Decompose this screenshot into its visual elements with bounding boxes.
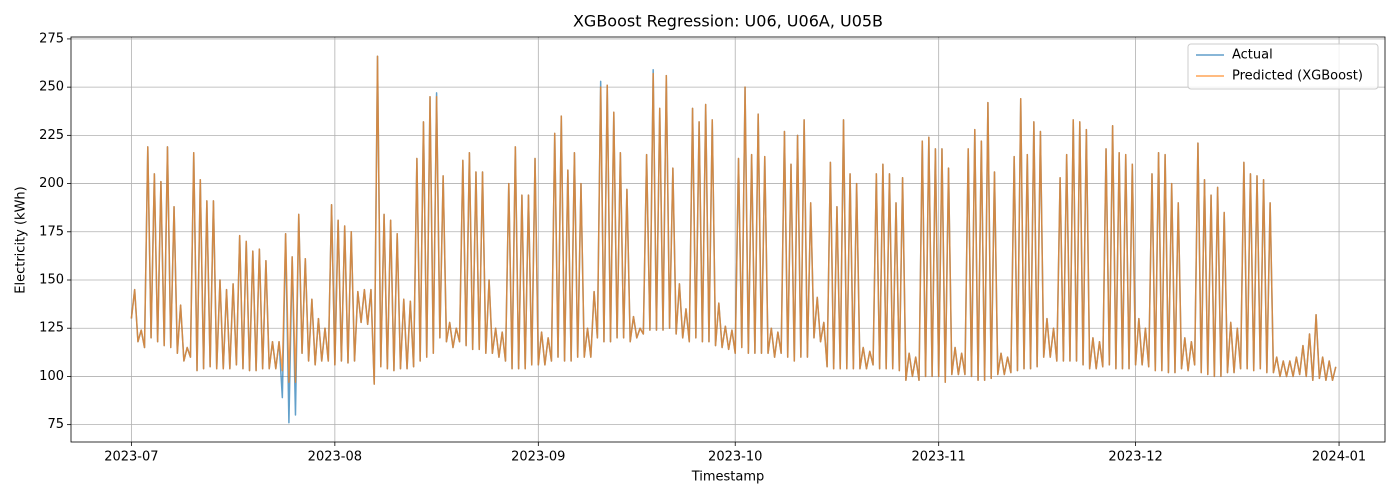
y-axis-label: Electricity (kWh) <box>14 186 29 293</box>
x-tick-label: 2024-01 <box>1312 450 1366 465</box>
chart-title: XGBoost Regression: U06, U06A, U05B <box>573 12 883 31</box>
x-tick-label: 2023-10 <box>708 450 762 465</box>
y-tick-label: 150 <box>39 273 64 288</box>
y-tick-label: 175 <box>39 224 64 239</box>
y-tick-label: 75 <box>47 417 64 432</box>
y-tick-label: 125 <box>39 321 64 336</box>
y-tick-label: 200 <box>39 176 64 191</box>
y-tick-label: 250 <box>39 80 64 95</box>
x-tick-label: 2023-09 <box>511 450 565 465</box>
plot-area <box>130 55 1337 424</box>
x-tick-label: 2023-12 <box>1108 450 1162 465</box>
y-tick-label: 225 <box>39 128 64 143</box>
legend-label: Predicted (XGBoost) <box>1232 69 1363 84</box>
grid: 75 100 125 150 175 200 225 250 275 2023-07 2023-08… <box>39 31 1385 465</box>
x-axis-label: Timestamp <box>691 470 765 485</box>
y-tick-label: 100 <box>39 369 64 384</box>
series-line <box>130 55 1337 385</box>
legend: Actual Predicted (XGBoost) <box>1187 43 1379 90</box>
x-tick-label: 2023-07 <box>104 450 158 465</box>
legend-box <box>1187 43 1379 90</box>
x-tick-label: 2023-08 <box>308 450 362 465</box>
y-tick-label: 275 <box>39 31 64 46</box>
axes-frame <box>70 36 1386 443</box>
legend-label: Actual <box>1232 48 1273 63</box>
x-tick-label: 2023-11 <box>912 450 966 465</box>
